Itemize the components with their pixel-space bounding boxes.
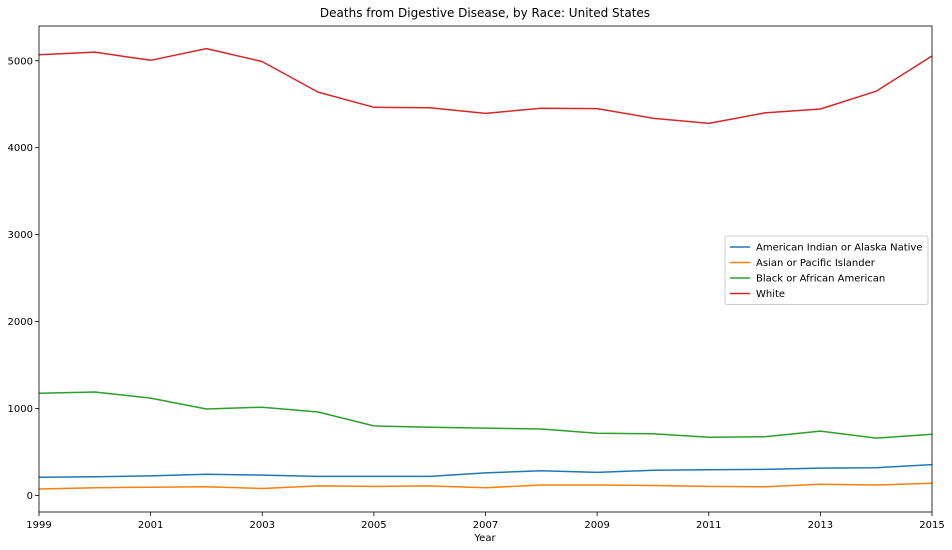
y-tick-label: 2000 [8,317,33,328]
x-tick-label: 2009 [584,520,609,531]
y-tick-label: 3000 [8,230,33,241]
x-tick-label: 2015 [919,520,944,531]
x-tick-label: 2011 [696,520,721,531]
x-tick-label: 2001 [138,520,163,531]
legend-box [724,235,929,305]
series-line-1 [38,463,933,478]
series-line-4 [38,47,933,125]
x-tick-label: 2013 [808,520,833,531]
legend-label: White [756,289,785,300]
x-axis-label: Year [473,533,496,544]
y-tick-label: 5000 [8,56,33,67]
plot-area: 1999 2001 2003 2005 2007 2009 2011 2013 2015 0 100… [8,25,945,531]
legend-label: American Indian or Alaska Native [756,243,923,254]
y-tick-label: 0 [27,491,33,502]
series-line-3 [38,391,933,439]
legend-label: Black or African American [756,274,885,285]
x-tick-label: 1999 [26,520,51,531]
legend: American Indian or Alaska Native Asian or… [724,235,929,305]
x-tick-label: 2003 [250,520,275,531]
y-tick-label: 4000 [8,143,33,154]
legend-label: Asian or Pacific Islander [756,258,876,269]
chart-title: Deaths from Digestive Disease, by Race: … [320,6,650,20]
y-tick-label: 1000 [8,404,33,415]
series-line-2 [38,482,933,490]
x-tick-label: 2005 [361,520,386,531]
x-tick-label: 2007 [473,520,498,531]
